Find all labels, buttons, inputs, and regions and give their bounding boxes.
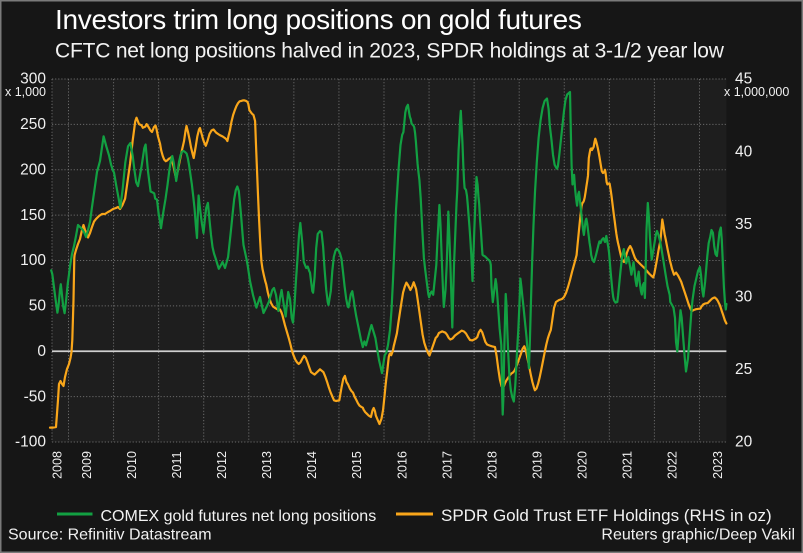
svg-text:2021: 2021 <box>621 451 635 479</box>
svg-text:Investors trim long positions: Investors trim long positions on gold fu… <box>55 4 582 35</box>
svg-text:250: 250 <box>20 116 46 133</box>
svg-text:2023: 2023 <box>711 451 725 479</box>
svg-text:2010: 2010 <box>125 451 139 479</box>
svg-text:SPDR Gold Trust ETF Holdings (: SPDR Gold Trust ETF Holdings (RHS in oz) <box>441 506 772 525</box>
svg-text:COMEX gold futures net long po: COMEX gold futures net long positions <box>101 508 377 525</box>
svg-text:45: 45 <box>735 71 752 88</box>
svg-text:2019: 2019 <box>531 451 545 479</box>
svg-text:200: 200 <box>20 162 46 179</box>
svg-text:2012: 2012 <box>215 451 229 479</box>
svg-text:0: 0 <box>37 343 46 360</box>
svg-text:2011: 2011 <box>170 452 184 479</box>
svg-text:x 1,000: x 1,000 <box>5 85 46 99</box>
svg-text:x 1,000,000: x 1,000,000 <box>724 85 789 99</box>
svg-text:CFTC net long positions halved: CFTC net long positions halved in 2023, … <box>55 40 725 63</box>
svg-text:100: 100 <box>20 252 46 269</box>
svg-text:40: 40 <box>735 143 753 160</box>
svg-text:2020: 2020 <box>576 451 590 479</box>
svg-text:2009: 2009 <box>80 451 94 479</box>
svg-text:-50: -50 <box>24 388 47 405</box>
svg-text:25: 25 <box>735 361 752 378</box>
svg-text:35: 35 <box>735 216 752 233</box>
svg-text:Source: Refinitiv Datastream: Source: Refinitiv Datastream <box>8 527 212 544</box>
svg-text:300: 300 <box>20 71 46 88</box>
svg-text:30: 30 <box>735 289 753 306</box>
svg-text:2022: 2022 <box>666 451 680 479</box>
svg-text:2018: 2018 <box>485 451 499 479</box>
svg-text:2013: 2013 <box>260 451 274 479</box>
svg-text:20: 20 <box>735 434 753 451</box>
svg-text:2014: 2014 <box>305 451 319 479</box>
svg-text:-100: -100 <box>15 434 46 451</box>
svg-text:2015: 2015 <box>350 451 364 479</box>
svg-text:50: 50 <box>29 298 47 315</box>
svg-text:150: 150 <box>20 207 46 224</box>
svg-text:2016: 2016 <box>395 451 409 479</box>
svg-text:2008: 2008 <box>50 451 64 479</box>
svg-text:2017: 2017 <box>440 451 454 479</box>
svg-text:Reuters graphic/Deep Vakil: Reuters graphic/Deep Vakil <box>601 527 795 544</box>
